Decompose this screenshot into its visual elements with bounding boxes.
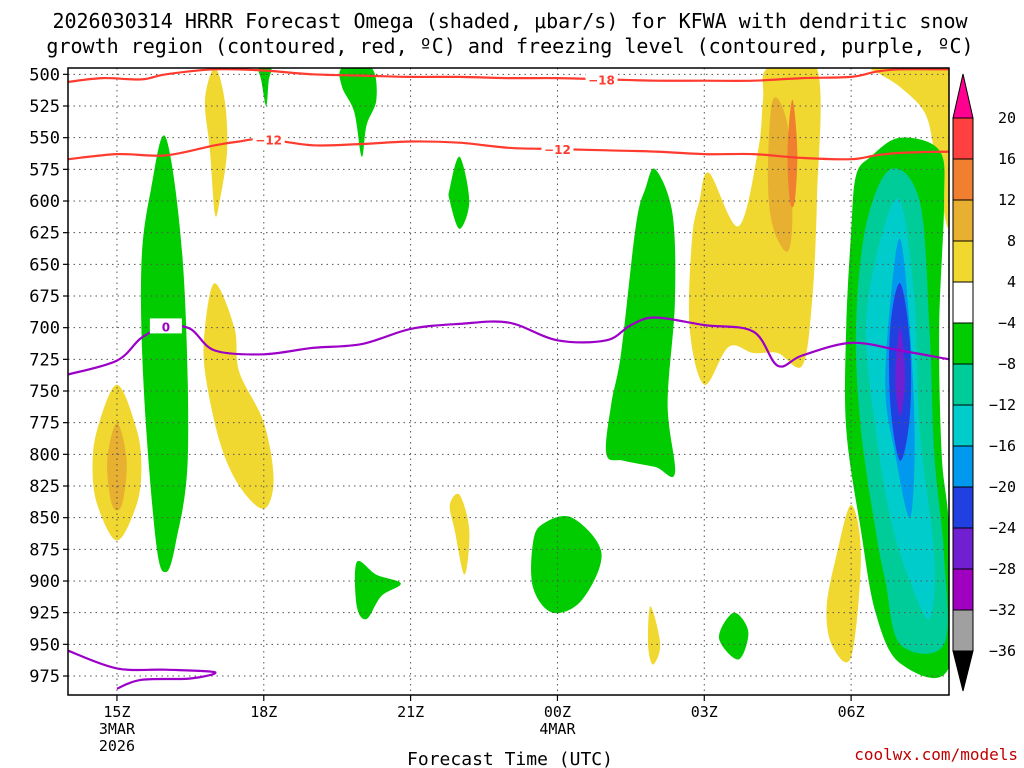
y-tick-label-525: 525 [29,97,60,117]
y-tick-label-900: 900 [29,572,60,592]
colorbar-label-0: 20 [998,109,1016,127]
omega-region-15 [787,99,798,208]
colorbar-band-4 [952,281,974,324]
y-tick-label-600: 600 [29,192,60,212]
contour-lines: −18 −12 −12 0 [68,68,949,690]
omega-shading [92,68,949,679]
colorbar-label-8: −16 [989,437,1016,455]
omega-region-3 [204,68,228,217]
contour-label-dgz-minus-12-2: −12 [544,143,571,157]
omega-region-12 [647,606,661,665]
y-tick-label-625: 625 [29,224,60,244]
omega-region-11 [605,168,676,478]
credit-link[interactable]: coolwx.com/models [854,745,1018,764]
x-tick-label-00Z: 00Z [544,703,571,721]
colorbar-band-5 [952,322,974,365]
omega-region-4 [203,283,274,509]
contour-dgz-minus-18 [68,68,949,83]
chart-title-line2: growth region (contoured, red, ºC) and f… [46,34,973,58]
colorbar-label-10: −24 [989,519,1016,537]
x-tick-label-15Z: 15Z [103,703,130,721]
contour-freezing-0-low [68,649,217,690]
omega-region-8 [448,156,470,229]
omega-region-9 [449,493,470,575]
colorbar-label-9: −20 [989,478,1016,496]
colorbar-label-11: −28 [989,560,1016,578]
colorbar-under-triangle [952,650,974,692]
y-tick-label-850: 850 [29,509,60,529]
colorbar-band-2 [952,199,974,242]
colorbar-label-7: −12 [989,396,1016,414]
omega-region-17 [826,505,861,663]
plot-frame [67,67,950,696]
contour-label-bg-2 [541,141,574,157]
contour-label-dgz-minus-18-0: −18 [588,73,615,87]
colorbar-band-12 [952,609,974,652]
contour-label-bg-1 [252,131,285,147]
colorbar-label-5: −4 [998,314,1016,332]
colorbar-label-3: 8 [1007,232,1016,250]
contour-label-bg-0 [585,71,618,87]
omega-region-6 [339,68,377,157]
x-year-label-15Z: 2026 [99,737,135,755]
colorbar-band-3 [952,240,974,283]
colorbar-label-4: 4 [1007,273,1016,291]
x-tick-label-06Z: 06Z [838,703,865,721]
omega-region-2 [140,135,189,573]
colorbar-band-9 [952,486,974,529]
contour-label-dgz-minus-12-1: −12 [255,134,282,148]
y-axis: 500 525 550 575 600 625 650 675 700 725 750 775 800 8… [29,65,68,687]
omega-region-5 [258,68,272,106]
x-tick-label-03Z: 03Z [691,703,718,721]
contour-freezing-0 [68,316,949,376]
colorbar-band-10 [952,527,974,570]
colorbar-band-7 [952,404,974,447]
y-tick-label-775: 775 [29,414,60,434]
omega-region-10 [531,516,602,614]
colorbar-over-triangle [952,73,974,119]
y-tick-label-975: 975 [29,667,60,687]
y-tick-label-800: 800 [29,445,60,465]
colorbar-label-2: 12 [998,191,1016,209]
contour-label-freezing-0-3: 0 [162,320,170,334]
chart-title-line1: 2026030314 HRRR Forecast Omega (shaded, … [52,9,968,33]
y-tick-label-925: 925 [29,604,60,624]
grid-lines [68,68,949,695]
colorbar-band-1 [952,158,974,201]
contour-label-bg-3 [149,318,182,334]
y-tick-label-725: 725 [29,350,60,370]
x-date-label-00Z: 4MAR [539,720,576,738]
y-tick-label-750: 750 [29,382,60,402]
y-tick-label-550: 550 [29,129,60,149]
y-tick-label-825: 825 [29,477,60,497]
colorbar-label-12: −32 [989,601,1016,619]
colorbar-label-1: 16 [998,150,1016,168]
omega-region-18 [870,68,949,229]
y-tick-label-575: 575 [29,160,60,180]
x-axis-label: Forecast Time (UTC) [407,749,613,768]
colorbar-band-0 [952,117,974,160]
y-tick-label-650: 650 [29,255,60,275]
colorbar-band-8 [952,445,974,488]
omega-region-7 [354,560,401,620]
y-tick-label-500: 500 [29,65,60,85]
colorbar-band-6 [952,363,974,406]
omega-region-1 [107,422,127,511]
y-tick-label-950: 950 [29,635,60,655]
colorbar-band-11 [952,568,974,611]
colorbar-label-6: −8 [998,355,1016,373]
colorbar-label-13: −36 [989,642,1016,660]
omega-region-14 [767,97,793,252]
colorbar: 20 16 12 8 4 −4 −8 −12 −16 −20 −24 −28 −32 −36 [952,73,1016,692]
x-tick-label-21Z: 21Z [397,703,424,721]
x-date-label-15Z: 3MAR [99,720,136,738]
contour-dgz-minus-12 [68,137,949,161]
y-tick-label-675: 675 [29,287,60,307]
x-tick-label-18Z: 18Z [250,703,277,721]
y-tick-label-875: 875 [29,540,60,560]
y-tick-label-700: 700 [29,319,60,339]
omega-region-16 [718,612,749,660]
